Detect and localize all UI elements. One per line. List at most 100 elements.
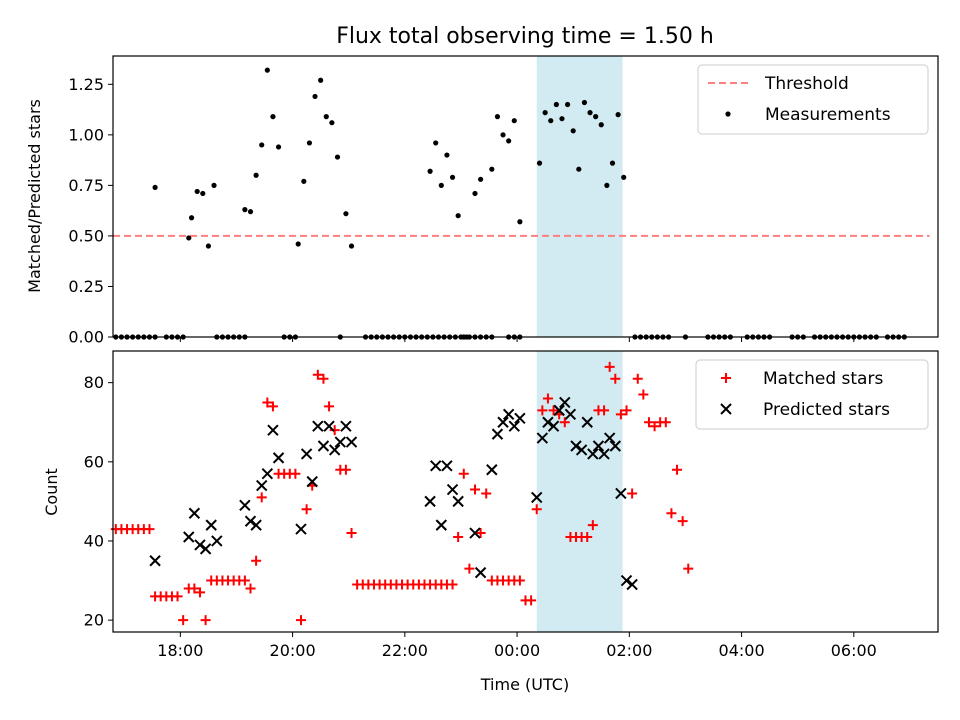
predicted-star-point (295, 523, 307, 535)
measurement-point (553, 101, 559, 108)
predicted-star-point (441, 460, 453, 472)
matched-star-point (649, 421, 660, 432)
predicted-star-point (267, 424, 279, 436)
measurement-point (438, 182, 444, 188)
measurement-point (329, 120, 335, 126)
chart-title: Flux total observing time = 1.50 h (336, 24, 714, 49)
predicted-star-point (345, 436, 358, 448)
x-tick-label: 18:00 (157, 641, 203, 660)
ratio-legend: Threshold Measurements (697, 64, 929, 135)
legend-predicted-swatch (720, 403, 732, 415)
matched-star-point (239, 575, 250, 586)
predicted-star-point (570, 440, 582, 452)
count-y-tick-label: 40 (84, 531, 104, 550)
measurement-point (615, 112, 621, 118)
ratio-y-tick-label: 1.00 (68, 125, 104, 144)
measurement-point (247, 209, 254, 215)
predicted-star-point (435, 519, 448, 531)
ratio-y-tick-label: 0.75 (68, 176, 104, 195)
measurement-point (152, 184, 158, 191)
predicted-star-point (446, 483, 459, 496)
matched-star-point (526, 595, 537, 606)
matched-star-point (267, 401, 278, 412)
predicted-star-point (328, 444, 341, 456)
ratio-y-tick-label: 0.25 (68, 277, 104, 296)
measurement-point (506, 138, 512, 144)
x-tick-label: 22:00 (382, 641, 428, 660)
matched-star-point (599, 405, 610, 416)
predicted-star-point (340, 420, 352, 432)
predicted-star-point (317, 440, 330, 452)
predicted-star-point (306, 475, 318, 488)
matched-star-point (251, 555, 262, 566)
measurement-point (334, 154, 341, 160)
count-legend-box (695, 359, 929, 430)
measurement-point (542, 110, 548, 116)
measurement-point (517, 219, 523, 225)
measurement-point (472, 190, 478, 197)
matched-star-point (346, 528, 357, 539)
matched-star-point (531, 504, 542, 515)
matched-star-point (324, 401, 335, 412)
measurement-point (500, 132, 506, 138)
measurement-point (270, 114, 276, 120)
matched-star-point (469, 484, 480, 495)
predicted-star-point (469, 527, 481, 539)
matched-star-point (290, 468, 301, 479)
predicted-star-point (452, 495, 464, 508)
measurement-point (548, 118, 554, 124)
measurement-point (564, 101, 571, 108)
count-legend: Matched stars Predicted stars (695, 359, 929, 430)
matched-star-point (660, 417, 671, 428)
matched-star-point (621, 405, 632, 416)
ratio-y-tick-label: 0.00 (68, 328, 104, 347)
ratio-y-axis-label: Matched/Predicted stars (25, 99, 44, 293)
matched-star-point (458, 468, 469, 479)
measurement-point (323, 114, 329, 120)
matched-star-point (318, 373, 329, 384)
measurement-point (587, 110, 593, 116)
ratio-y-tick-label: 0.50 (68, 226, 104, 245)
matched-star-point (172, 591, 183, 602)
predicted-star-point (536, 432, 549, 444)
matched-star-point (144, 524, 155, 535)
count-y-tick-label: 20 (84, 611, 104, 630)
measurement-point (489, 166, 495, 172)
measurement-point (318, 77, 324, 83)
count-plot-frame (112, 350, 939, 633)
matched-star-point (683, 563, 694, 574)
count-y-axis-label: Count (42, 468, 61, 516)
predicted-star-point (334, 436, 347, 448)
measurement-point (427, 168, 433, 174)
predicted-star-point (620, 574, 633, 587)
predicted-star-point (609, 440, 622, 452)
predicted-star-point (553, 404, 565, 417)
matched-star-point (604, 361, 615, 372)
x-tick-label: 06:00 (831, 641, 877, 660)
ratio-panel: Matched/Predicted stars 0.00 0.25 0.50 0.75… (25, 55, 939, 347)
predicted-star-point (564, 408, 577, 421)
measurement-point (275, 144, 282, 150)
predicted-star-point (183, 531, 195, 543)
matched-star-point (677, 516, 688, 527)
measurement-point (194, 188, 200, 195)
matched-star-point (610, 373, 621, 384)
measurement-point (264, 67, 270, 73)
legend-measurement-swatch (725, 111, 731, 117)
measurement-point (188, 215, 195, 221)
legend-matched-label: Matched stars (763, 369, 883, 389)
predicted-star-point (424, 495, 436, 508)
legend-matched-swatch (721, 373, 731, 383)
matched-star-point (262, 397, 273, 408)
predicted-star-point (559, 396, 571, 409)
predicted-star-point (598, 448, 610, 460)
measurement-point (536, 160, 543, 166)
count-panel: Count Time (UTC) 20 40 60 80 18:00 20:00 22:00… (42, 350, 939, 694)
x-axis-label: Time (UTC) (480, 675, 569, 694)
predicted-star-point (575, 444, 588, 456)
measurement-point (478, 176, 484, 182)
predicted-star-point (587, 448, 599, 460)
matched-star-point (340, 464, 351, 475)
matched-star-point (537, 405, 548, 416)
